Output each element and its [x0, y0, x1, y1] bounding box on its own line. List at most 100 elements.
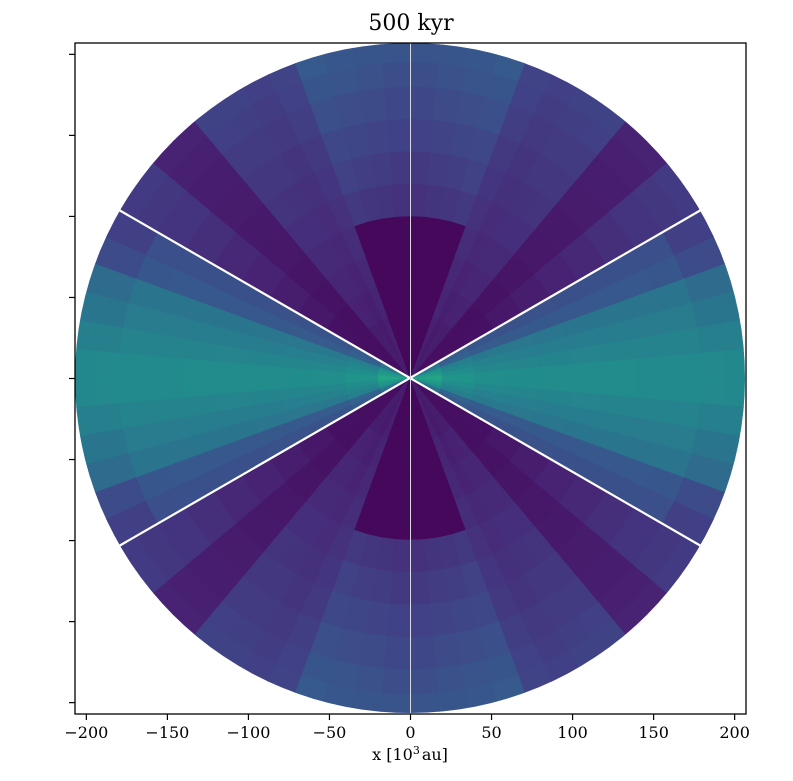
x-tick-label: 100 — [557, 723, 588, 742]
x-axis: −200 −150 −100 −50 0 50 100 150 200 — [64, 714, 750, 742]
heatmap-cell — [409, 506, 425, 541]
heatmap-cell — [217, 43, 277, 105]
heatmap-cell — [435, 664, 466, 694]
heatmap-cell — [700, 350, 727, 379]
heatmap-cell — [150, 355, 185, 379]
heatmap-cell — [603, 357, 638, 379]
heatmap-cell — [117, 377, 152, 404]
heatmap-cell — [409, 43, 444, 64]
heatmap-cell — [683, 185, 745, 245]
heatmap-cell — [435, 62, 466, 92]
heatmap-cell — [409, 603, 433, 638]
heatmap-cell — [517, 43, 573, 92]
heatmap-cell — [354, 664, 385, 694]
heatmap-cell — [392, 539, 411, 573]
heatmap-cell — [94, 403, 124, 434]
x-tick-label: 0 — [405, 723, 415, 742]
heatmap-cell — [409, 668, 438, 695]
heatmap-cell — [392, 183, 411, 217]
heatmap-cell — [714, 278, 745, 324]
heatmap-cell — [189, 636, 253, 712]
x-tick-label: −150 — [145, 723, 189, 742]
heatmap-cell — [376, 43, 411, 64]
heatmap-cell — [437, 688, 478, 713]
x-tick-label: −50 — [313, 723, 347, 742]
heatmap-cell — [389, 571, 411, 606]
heatmap-cell — [720, 405, 745, 446]
heatmap-cell — [409, 692, 444, 713]
heatmap-cell — [217, 651, 277, 713]
x-tick-label: 50 — [481, 723, 501, 742]
heatmap-cell — [409, 118, 433, 153]
heatmap-cell — [93, 350, 120, 379]
heatmap-cell — [75, 185, 137, 245]
heatmap-cell — [75, 405, 100, 446]
heatmap-cell — [150, 377, 185, 401]
chart-title: 500 kyr — [368, 11, 454, 36]
heatmap-cell — [720, 310, 745, 351]
heatmap-cell — [75, 278, 106, 324]
heatmap-cell — [409, 150, 431, 185]
heatmap-cell — [310, 682, 356, 713]
heatmap-cell — [93, 377, 120, 406]
x-tick-label: 200 — [719, 723, 750, 742]
heatmap-cell — [376, 692, 411, 713]
heatmap-cell — [635, 377, 670, 401]
heatmap-cell — [117, 352, 152, 379]
heatmap-cell — [543, 43, 603, 105]
heatmap-cell — [683, 511, 745, 571]
heatmap-cell — [310, 43, 356, 74]
heatmap-cell — [384, 636, 411, 671]
heatmap-cell — [635, 355, 670, 379]
heatmap-cell — [409, 636, 436, 671]
heatmap-cell — [724, 377, 745, 412]
y-axis — [69, 53, 75, 704]
heatmap-cell — [384, 85, 411, 120]
heatmap-cell — [696, 485, 745, 541]
heatmap-cell — [409, 539, 428, 573]
heatmap-cell — [603, 377, 638, 399]
heatmap-cell — [567, 44, 631, 120]
x-axis-label-exponent: 3 — [413, 744, 420, 757]
heatmap-cell — [409, 61, 438, 88]
heatmap-cell — [342, 688, 383, 713]
heatmap-cell — [94, 322, 124, 353]
heatmap-cell — [395, 215, 411, 250]
overlay-lines — [118, 43, 702, 714]
heatmap-cell — [182, 357, 217, 379]
heatmap-cell — [724, 344, 745, 379]
heatmap-cell — [75, 310, 100, 351]
heatmap-cell — [382, 668, 411, 695]
heatmap-cell — [668, 377, 703, 404]
x-axis-label-suffix: au] — [422, 745, 448, 764]
heatmap-cell — [567, 636, 631, 712]
heatmap-cell — [75, 432, 106, 478]
heatmap-cell — [387, 118, 411, 153]
heatmap-cell — [189, 44, 253, 120]
heatmap-disk — [75, 43, 745, 713]
heatmap-cell — [387, 603, 411, 638]
heatmap-cell — [75, 377, 96, 412]
heatmap-cell — [382, 61, 411, 88]
heatmap-cell — [464, 43, 510, 74]
heatmap-cell — [409, 85, 436, 120]
heatmap-cell — [696, 215, 745, 271]
heatmap-cell — [75, 485, 124, 541]
heatmap-cell — [342, 43, 383, 68]
heatmap-cell — [696, 322, 726, 353]
x-axis-label-prefix: x [10 — [372, 745, 413, 764]
heatmap-cell — [182, 377, 217, 399]
heatmap-cell — [700, 377, 727, 406]
heatmap-cell — [75, 344, 96, 379]
x-tick-label: −100 — [226, 723, 270, 742]
x-axis-label: x [103 au] — [372, 744, 448, 764]
x-tick-label: 150 — [638, 723, 669, 742]
heatmap-cell — [395, 506, 411, 541]
x-tick-label: −200 — [64, 723, 108, 742]
heatmap-cell — [696, 403, 726, 434]
heatmap-cell — [668, 352, 703, 379]
heatmap-cell — [409, 571, 431, 606]
heatmap-cell — [409, 215, 425, 250]
heatmap-cell — [354, 62, 385, 92]
